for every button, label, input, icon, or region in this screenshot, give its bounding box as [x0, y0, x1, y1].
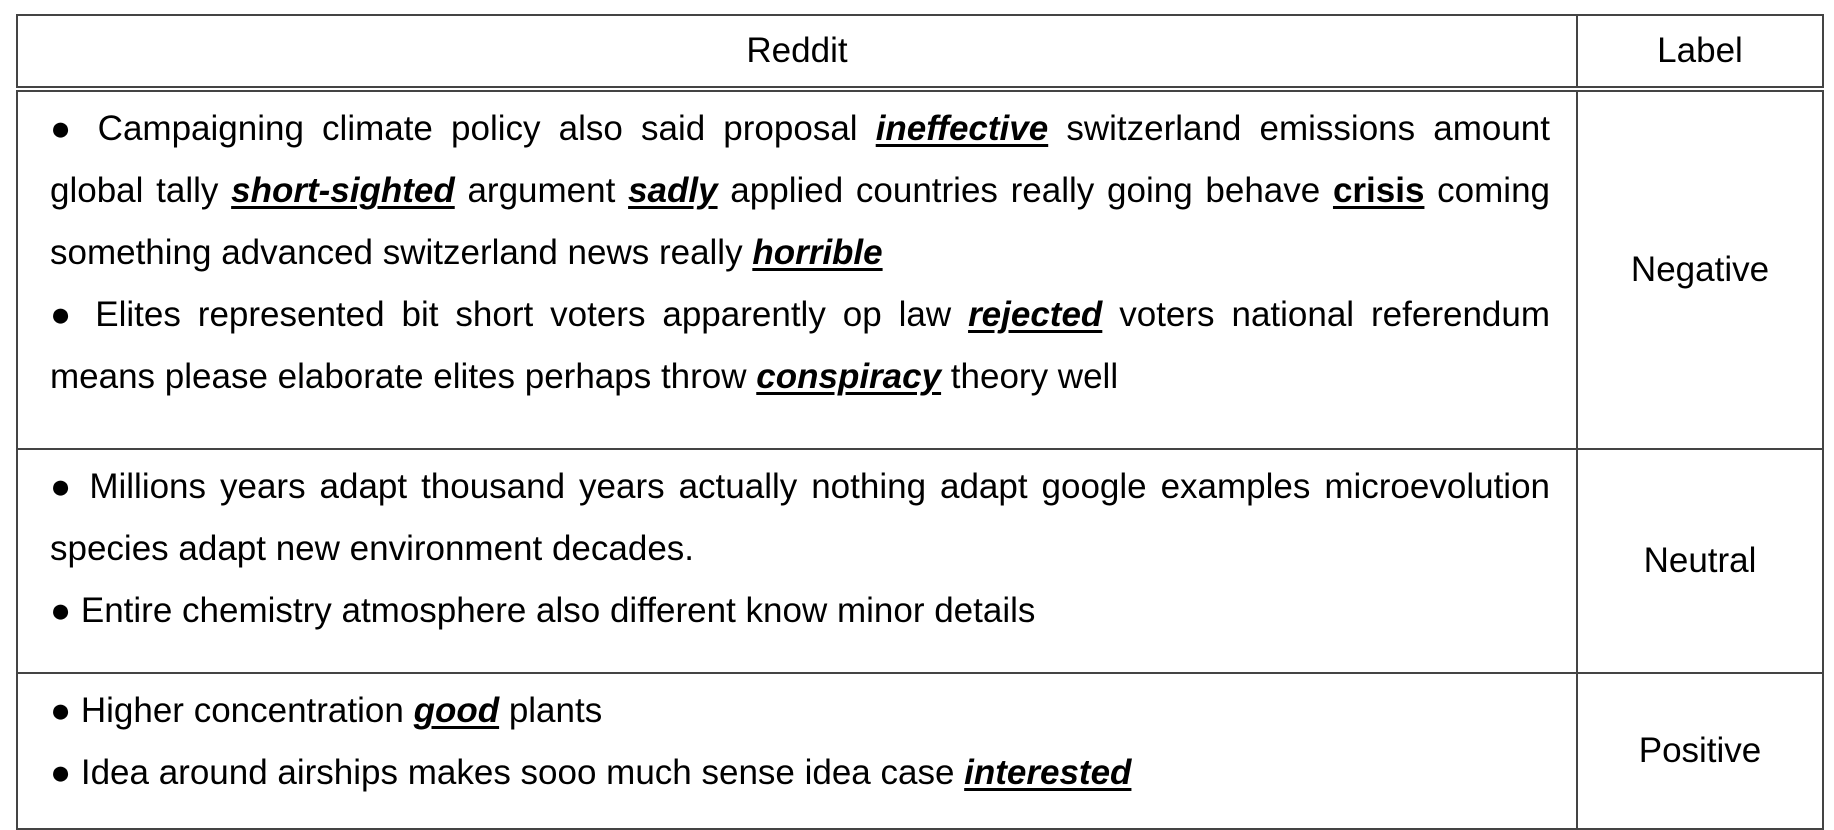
bullet-text: ● Elites represented bit short voters ap…	[50, 284, 1550, 408]
label-cell-negative: Negative	[1576, 88, 1824, 450]
text-segment: switzerland emissions amount global tall…	[50, 109, 1550, 210]
reddit-text-cell: ● Campaigning climate policy also said p…	[16, 88, 1578, 450]
text-segment: coming something advanced switzerland ne…	[50, 171, 1550, 272]
sentiment-keyword: good	[413, 691, 500, 730]
table-row-negative: ● Campaigning climate policy also said p…	[16, 88, 1824, 450]
sentiment-examples-table: Reddit Label ● Campaigning climate polic…	[16, 14, 1824, 830]
sentiment-keyword: short-sighted	[231, 171, 455, 210]
sentiment-keyword: interested	[964, 753, 1132, 792]
table-row-neutral: ● Millions years adapt thousand years ac…	[16, 448, 1824, 674]
text-segment: argument	[454, 171, 629, 210]
header-label: Label	[1576, 14, 1824, 92]
sentiment-keyword: sadly	[628, 171, 718, 210]
text-segment: ● Elites represented bit short voters ap…	[50, 295, 969, 334]
bullet-text: ● Higher concentration good plants	[50, 680, 1550, 742]
text-segment: ● Campaigning climate policy also said p…	[50, 109, 876, 148]
header-row: Reddit Label	[16, 14, 1824, 92]
label-cell-neutral: Neutral	[1576, 448, 1824, 674]
text-segment: ● Idea around airships makes sooo much s…	[50, 753, 965, 792]
sentiment-keyword: horrible	[752, 233, 883, 272]
text-segment: ● Entire chemistry atmosphere also diffe…	[50, 591, 1036, 630]
sentiment-keyword: ineffective	[875, 109, 1049, 148]
text-segment: ● Higher concentration	[50, 691, 414, 730]
text-segment: plants	[499, 691, 603, 730]
text-segment: theory well	[941, 357, 1119, 396]
reddit-text-cell: ● Higher concentration good plants ● Ide…	[16, 672, 1578, 830]
header-reddit: Reddit	[16, 14, 1578, 92]
text-segment: voters national referendum means please …	[50, 295, 1550, 396]
sentiment-keyword: crisis	[1332, 171, 1425, 210]
label-cell-positive: Positive	[1576, 672, 1824, 830]
bullet-text: ● Campaigning climate policy also said p…	[50, 98, 1550, 284]
text-segment: applied countries really going behave	[717, 171, 1333, 210]
sentiment-keyword: conspiracy	[756, 357, 942, 396]
bullet-text: ● Idea around airships makes sooo much s…	[50, 742, 1550, 804]
bullet-text: ● Entire chemistry atmosphere also diffe…	[50, 580, 1550, 642]
reddit-text-cell: ● Millions years adapt thousand years ac…	[16, 448, 1578, 674]
bullet-text: ● Millions years adapt thousand years ac…	[50, 456, 1550, 580]
text-segment: ● Millions years adapt thousand years ac…	[50, 467, 1550, 568]
table-row-positive: ● Higher concentration good plants ● Ide…	[16, 672, 1824, 830]
sentiment-keyword: rejected	[968, 295, 1103, 334]
